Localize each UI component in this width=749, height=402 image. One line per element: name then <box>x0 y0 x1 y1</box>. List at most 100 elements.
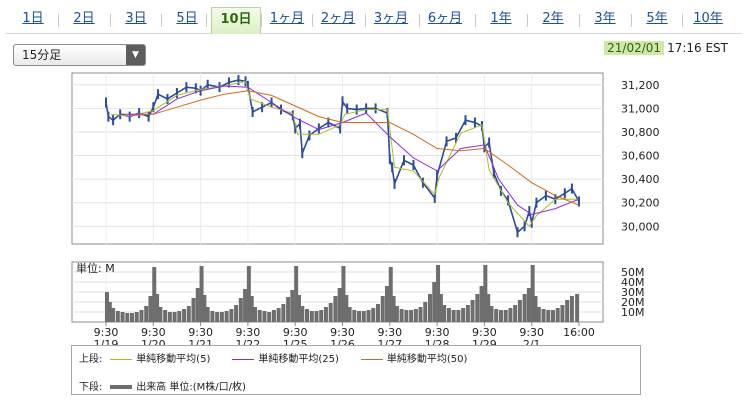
stock-chart: 31,200 31,000 30,800 30,600 30,400 30,200 30,0… <box>71 72 660 345</box>
volume-bar <box>409 310 414 322</box>
volume-bar <box>517 300 522 322</box>
volume-bar <box>436 265 441 322</box>
volume-bar <box>276 308 281 322</box>
tab-divider <box>110 14 111 27</box>
tab-8[interactable]: 3ヶ月 <box>373 11 409 26</box>
volume-bar <box>125 313 130 322</box>
volume-bar <box>224 311 229 322</box>
tab-4[interactable]: 5日 <box>176 11 198 26</box>
volume-bar <box>546 310 551 322</box>
tab-14[interactable]: 10年 <box>693 11 723 26</box>
legend-item-volume: 出来高 単位:(M株/口/枚) <box>110 378 246 393</box>
volume-bar <box>271 310 276 322</box>
tab-1[interactable]: 1日 <box>22 11 44 26</box>
interval-select[interactable]: 15分足 ▼ <box>13 44 146 66</box>
volume-bar <box>361 311 366 322</box>
volume-bar <box>465 305 470 322</box>
volume-bar <box>229 309 234 322</box>
volume-bar <box>144 306 149 322</box>
x-date-label: 1/29 <box>472 338 497 345</box>
volume-bar <box>107 302 112 322</box>
volume-bar <box>296 295 301 322</box>
x-date-label: 1/27 <box>377 338 402 345</box>
volume-bar <box>375 304 380 322</box>
volume-bar <box>357 311 362 322</box>
volume-bar <box>341 266 346 322</box>
volume-bar <box>432 282 437 322</box>
x-time-label: 9:30 <box>330 326 355 339</box>
tab-divider <box>365 14 366 27</box>
volume-bar <box>337 288 342 322</box>
tab-6[interactable]: 1ヶ月 <box>269 11 305 26</box>
volume-bar <box>428 294 433 322</box>
volume-bar <box>290 290 295 322</box>
volume-bar <box>536 307 541 322</box>
volume-bar <box>391 296 396 322</box>
legend-label: 単純移動平均(25) <box>258 354 339 365</box>
volume-bar <box>257 310 262 322</box>
volume-bar <box>418 307 423 322</box>
volume-bar <box>423 302 428 322</box>
price-y-tick-label: 30,400 <box>621 173 660 186</box>
tab-2[interactable]: 2日 <box>73 11 95 26</box>
legend-upper-label: 上段: <box>79 354 103 365</box>
tab-divider <box>475 14 476 27</box>
volume-bar <box>384 286 389 322</box>
x-time-label: 9:30 <box>472 326 497 339</box>
chevron-down-icon[interactable]: ▼ <box>126 45 145 65</box>
volume-bar <box>148 296 153 322</box>
tab-divider <box>261 14 262 27</box>
tab-9[interactable]: 6ヶ月 <box>427 11 463 26</box>
volume-bar <box>508 308 513 322</box>
volume-bar <box>219 312 224 322</box>
legend-upper-row: 上段: 単純移動平均(5) 単純移動平均(25) 単純移動平均(50) <box>79 350 489 365</box>
legend-lower-row: 下段: 出来高 単位:(M株/口/枚) <box>79 378 268 393</box>
x-time-label: 9:30 <box>188 326 213 339</box>
volume-bar <box>238 298 243 322</box>
legend-swatch-volume <box>110 385 133 389</box>
tab-12[interactable]: 3年 <box>594 11 616 26</box>
tab-7[interactable]: 2ヶ月 <box>320 11 356 26</box>
volume-bar <box>120 312 125 322</box>
volume-bar <box>163 310 168 322</box>
tab-3[interactable]: 3日 <box>125 11 147 26</box>
volume-y-tick-label: 50M <box>621 266 645 279</box>
tab-divider <box>312 14 313 27</box>
volume-bar <box>475 294 480 322</box>
timestamp-time: 17:16 EST <box>667 41 728 55</box>
legend-label: 単純移動平均(5) <box>136 354 211 365</box>
volume-bar <box>210 311 215 322</box>
legend-swatch <box>360 358 383 360</box>
volume-bar <box>404 310 409 322</box>
tab-11[interactable]: 2年 <box>542 11 564 26</box>
volume-bar <box>182 309 187 322</box>
volume-bar <box>314 311 319 322</box>
volume-bar <box>104 292 109 322</box>
tab-5[interactable]: 10日 <box>211 7 261 34</box>
moving-average-line-3 <box>129 90 580 206</box>
moving-average-line-2 <box>120 85 580 216</box>
tab-divider <box>631 14 632 27</box>
volume-bar <box>483 265 488 322</box>
volume-bar <box>560 305 565 322</box>
volume-bar <box>186 306 191 322</box>
volume-bar <box>205 307 210 322</box>
tab-10[interactable]: 1年 <box>490 11 512 26</box>
volume-bar <box>177 311 182 322</box>
price-y-tick-label: 31,200 <box>621 79 660 92</box>
volume-bar <box>498 310 503 322</box>
volume-bar <box>533 296 538 322</box>
volume-bar <box>555 308 560 322</box>
volume-bar <box>202 295 207 322</box>
volume-bar <box>513 305 518 322</box>
volume-bar <box>152 267 157 322</box>
legend-lower-label: 下段: <box>79 382 103 393</box>
volume-bar <box>234 305 239 322</box>
volume-bar <box>262 311 267 322</box>
volume-bar <box>167 312 172 322</box>
volume-bar <box>347 307 352 322</box>
volume-y-tick-label: 30M <box>621 286 645 299</box>
volume-bar <box>191 298 196 322</box>
price-y-tick-label: 30,600 <box>621 150 660 163</box>
tab-13[interactable]: 5年 <box>646 11 668 26</box>
